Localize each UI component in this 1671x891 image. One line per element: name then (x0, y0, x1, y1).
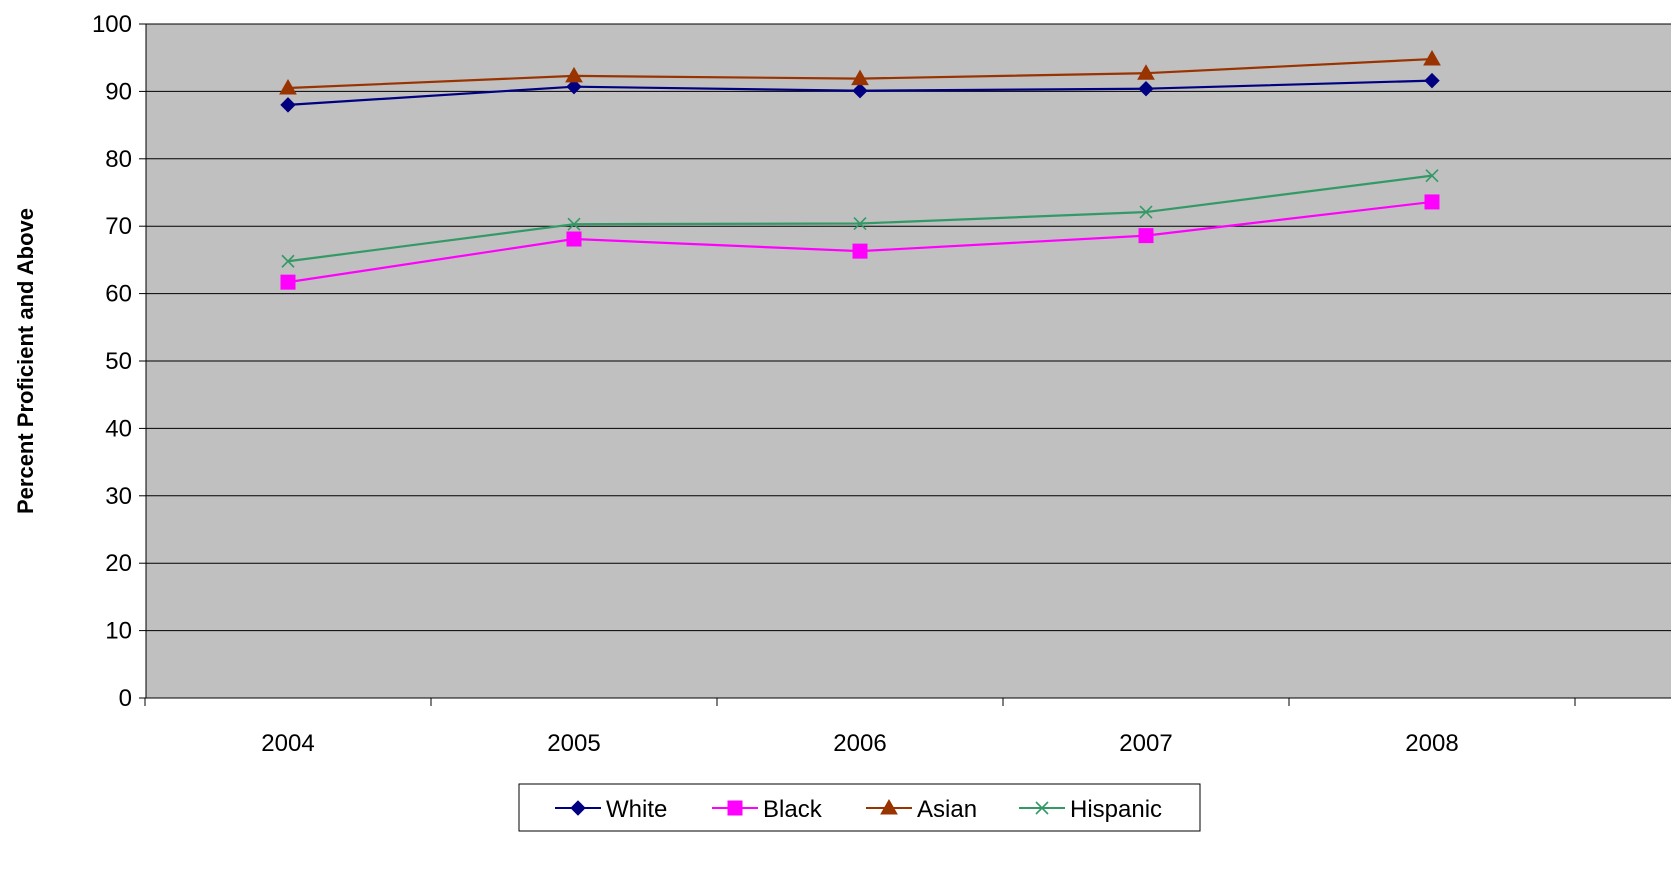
x-tick-label: 2004 (261, 730, 314, 757)
legend-marker-white (570, 800, 586, 816)
data-point-asian (279, 79, 297, 95)
data-point-asian (851, 69, 869, 86)
y-axis-title: Percent Proficient and Above (13, 208, 38, 514)
y-tick-label: 50 (105, 348, 132, 375)
legend-box (518, 783, 1201, 832)
data-point-white (1138, 80, 1154, 97)
y-tick-label: 40 (105, 415, 132, 442)
series-markers (279, 50, 1441, 290)
data-point-asian (565, 66, 583, 83)
data-point-black (1138, 228, 1154, 244)
y-tick-label: 20 (105, 550, 132, 577)
data-point-black (566, 231, 582, 247)
legend-marker-hispanic-stroke (1035, 801, 1049, 815)
y-tick-label: 90 (105, 78, 132, 105)
data-point-hispanic (567, 217, 581, 231)
data-point-hispanic (1425, 169, 1439, 183)
legend-label-asian: Asian (917, 796, 977, 823)
data-point-black (852, 243, 868, 259)
legend-marker-asian (880, 798, 898, 815)
data-point-hispanic-stroke (281, 254, 295, 268)
data-point-black (280, 274, 296, 290)
data-point-hispanic-stroke (853, 216, 867, 231)
data-point-white (566, 78, 582, 95)
y-tick-label: 100 (92, 11, 132, 38)
y-tick-label: 30 (105, 483, 132, 510)
y-tick-label: 80 (105, 146, 132, 173)
axes: 0 10 20 30 40 50 60 70 80 90 100 2004 2005 2006 2007 20… (92, 11, 1671, 757)
data-point-black (1424, 194, 1440, 210)
y-tick-label: 10 (105, 618, 132, 645)
x-tick-label: 2008 (1405, 730, 1458, 757)
data-point-asian (1423, 50, 1441, 66)
legend-marker-black (727, 800, 743, 816)
legend-label-hispanic: Hispanic (1070, 796, 1162, 823)
data-point-hispanic-stroke (567, 217, 581, 231)
x-tick-label: 2006 (833, 730, 886, 757)
legend-label-white: White (606, 796, 667, 823)
data-point-hispanic (281, 254, 295, 268)
data-point-asian (1137, 64, 1155, 80)
y-tick-label: 0 (119, 685, 132, 712)
data-point-white (280, 97, 296, 113)
legend-marker-hispanic (1035, 801, 1049, 815)
gridlines (146, 23, 1671, 632)
x-tick-label: 2005 (547, 730, 600, 757)
data-point-hispanic (1139, 205, 1153, 219)
legend-label-black: Black (763, 796, 823, 823)
legend: White Black Asian Hispanic (518, 783, 1201, 832)
x-tick-label: 2007 (1119, 730, 1172, 757)
data-point-hispanic (853, 216, 867, 231)
data-point-white (852, 83, 868, 99)
data-point-hispanic-stroke (1425, 169, 1439, 183)
data-point-hispanic-stroke (1139, 205, 1153, 219)
y-tick-label: 70 (105, 213, 132, 240)
data-point-white (1424, 72, 1440, 89)
y-tick-label: 60 (105, 281, 132, 308)
